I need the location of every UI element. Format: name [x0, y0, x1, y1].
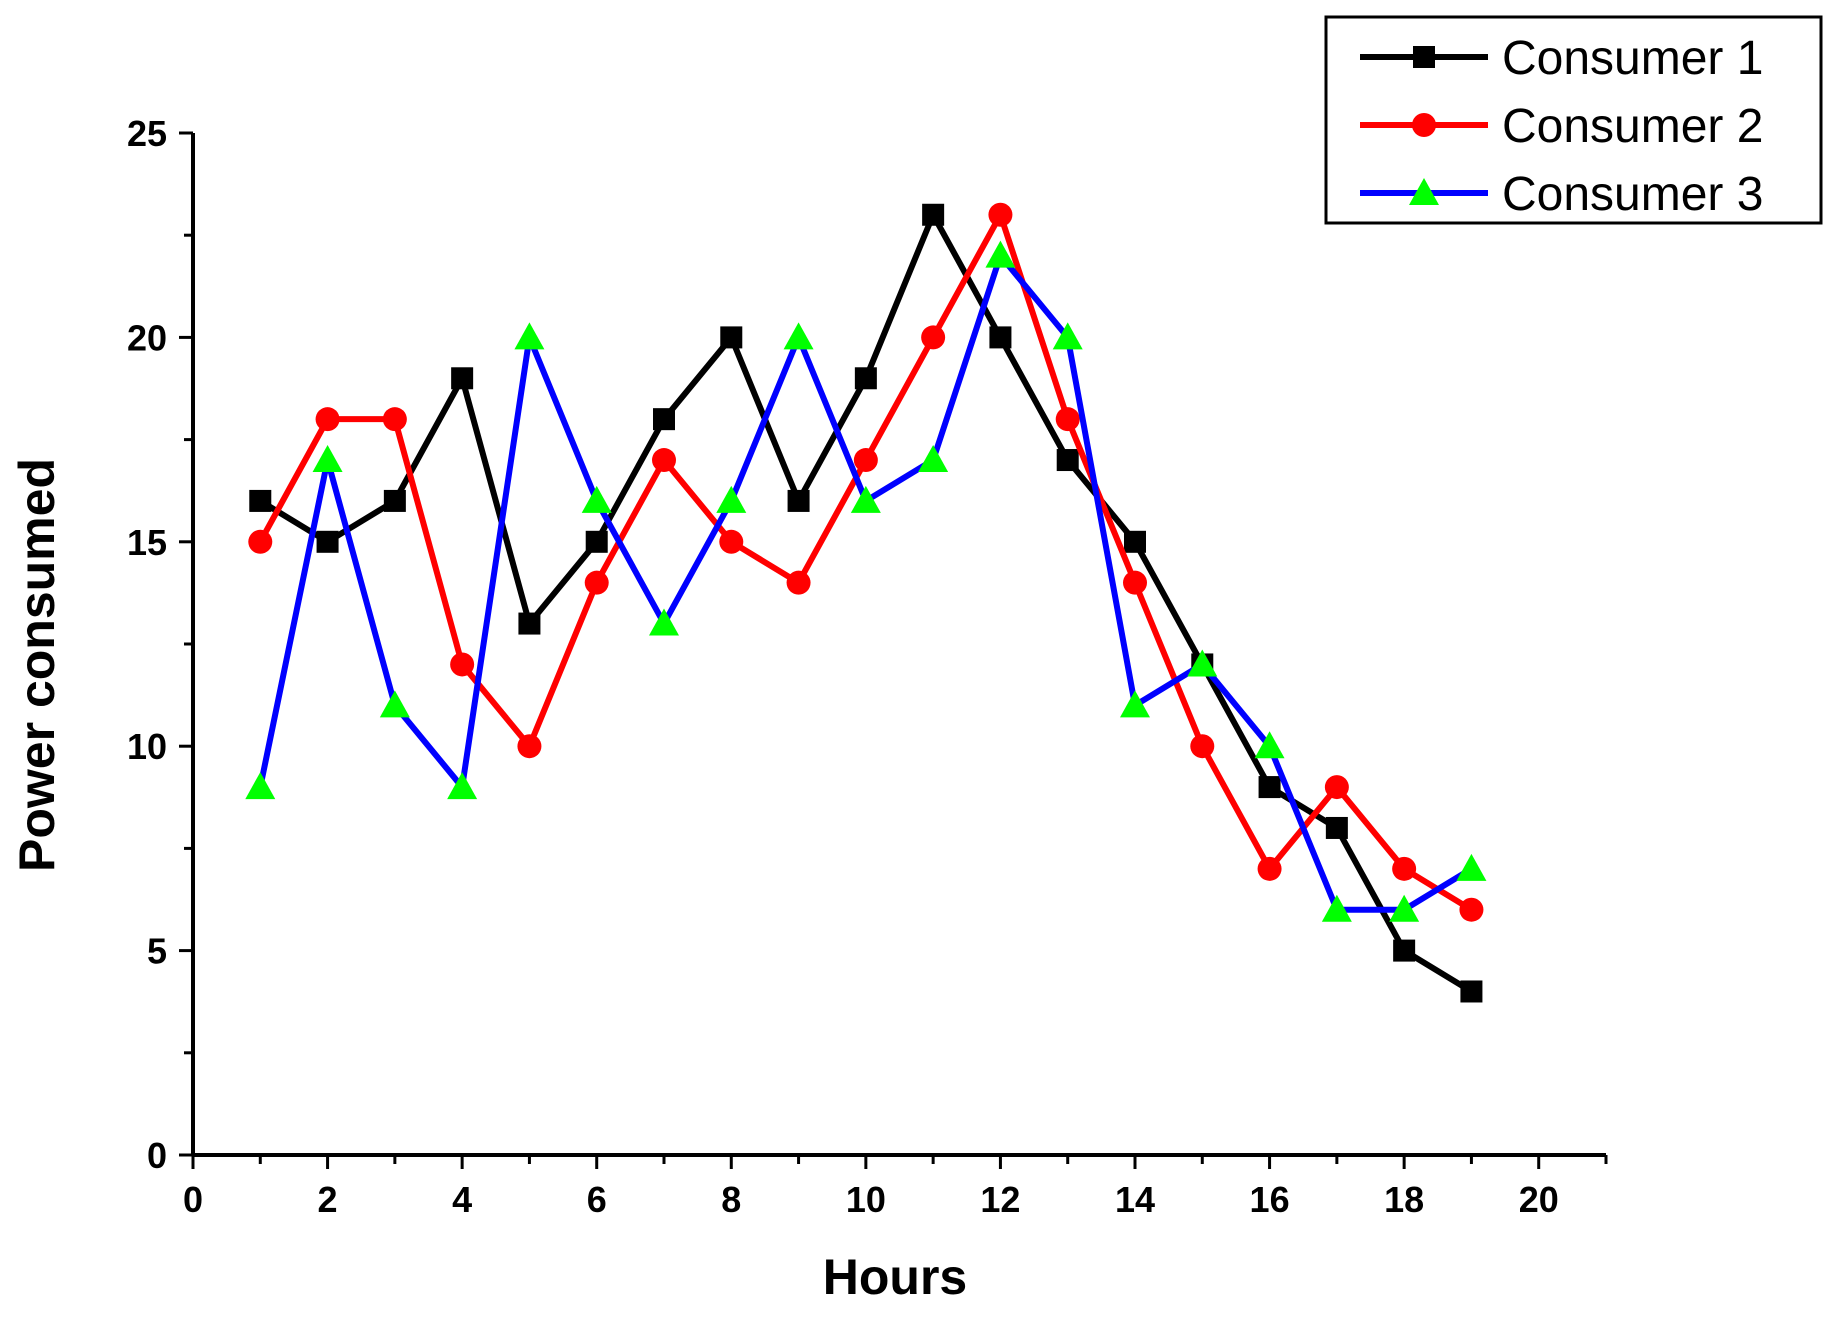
- data-point: [649, 608, 679, 636]
- legend-entry-3: Consumer 3: [1360, 168, 1763, 221]
- series-3: [245, 240, 1487, 922]
- data-point: [1460, 980, 1483, 1003]
- series-line: [258, 207, 1473, 995]
- x-tick-label: 12: [980, 1179, 1020, 1220]
- data-point: [1325, 816, 1348, 839]
- legend-marker: [1412, 113, 1436, 137]
- legend-entry-2: Consumer 2: [1360, 100, 1763, 153]
- x-tick-label: 6: [587, 1179, 607, 1220]
- data-point: [451, 367, 474, 390]
- data-point: [1124, 530, 1146, 553]
- data-point: [850, 485, 881, 513]
- data-point: [1055, 407, 1080, 432]
- data-point: [1257, 856, 1282, 881]
- data-point: [653, 408, 675, 431]
- data-point: [922, 203, 945, 226]
- data-point: [518, 612, 541, 635]
- data-point: [1258, 776, 1281, 799]
- data-point: [312, 445, 343, 473]
- data-point: [1120, 690, 1150, 718]
- x-tick-label: 18: [1384, 1179, 1424, 1220]
- data-point: [1393, 939, 1416, 962]
- data-point: [248, 529, 273, 554]
- data-point: [245, 772, 276, 800]
- x-tick-label: 2: [318, 1179, 338, 1220]
- axes: 0 2 4 6 8 10 12 14 16 18 20 0 5 10 15 20 25: [127, 113, 1608, 1220]
- data-point: [1321, 894, 1352, 922]
- data-point: [1187, 649, 1218, 677]
- data-point: [1389, 894, 1420, 922]
- data-point: [719, 529, 744, 554]
- data-point: [786, 570, 811, 595]
- data-point: [652, 448, 676, 473]
- x-tick-label: 8: [721, 1179, 741, 1220]
- data-point: [315, 407, 340, 432]
- data-point: [989, 326, 1012, 349]
- legend-box: [1324, 15, 1823, 225]
- data-point: [783, 322, 814, 350]
- data-point: [988, 202, 1013, 227]
- plot-area: [245, 202, 1487, 1003]
- data-point: [1392, 856, 1417, 881]
- series-line: [257, 207, 1473, 913]
- series-2: [248, 202, 1484, 922]
- data-point: [379, 690, 410, 718]
- x-tick-label: 4: [452, 1179, 472, 1220]
- y-tick-label: 25: [127, 113, 167, 154]
- data-point: [1190, 734, 1215, 759]
- legend-label: Consumer 2: [1502, 100, 1763, 153]
- data-point: [1123, 570, 1147, 595]
- legend-label: Consumer 3: [1502, 168, 1763, 221]
- data-point: [249, 489, 272, 512]
- data-point: [985, 240, 1016, 268]
- legend: Consumer 1 Consumer 2 Consumer 3: [1324, 15, 1823, 225]
- data-point: [383, 489, 406, 512]
- data-point: [1056, 449, 1079, 472]
- data-point: [1324, 775, 1349, 800]
- data-point: [1254, 731, 1285, 759]
- x-tick-label: 20: [1519, 1179, 1559, 1220]
- data-point: [716, 485, 747, 513]
- y-tick-label: 20: [127, 317, 167, 358]
- x-tick-label: 0: [183, 1179, 203, 1220]
- data-point: [853, 448, 878, 473]
- data-point: [1459, 897, 1484, 922]
- y-tick-label: 5: [147, 931, 167, 972]
- x-tick-label: 14: [1115, 1179, 1155, 1220]
- data-point: [854, 367, 877, 390]
- data-point: [720, 326, 743, 349]
- data-point: [450, 652, 475, 677]
- y-tick-label: 10: [127, 726, 167, 767]
- series-1: [249, 203, 1483, 1003]
- data-point: [447, 772, 478, 800]
- data-point: [581, 485, 612, 513]
- legend-marker: [1413, 46, 1435, 68]
- y-tick-label: 15: [127, 522, 167, 563]
- data-point: [787, 489, 810, 512]
- x-tick-label: 16: [1250, 1179, 1290, 1220]
- data-point: [1052, 322, 1083, 350]
- x-axis-title: Hours: [823, 1249, 967, 1305]
- data-point: [921, 325, 946, 350]
- y-axis-title: Power consumed: [9, 458, 65, 872]
- data-point: [918, 445, 949, 473]
- x-tick-label: 10: [846, 1179, 886, 1220]
- data-point: [514, 322, 545, 350]
- data-point: [517, 734, 542, 759]
- data-point: [585, 530, 608, 553]
- y-tick-label: 0: [147, 1135, 167, 1176]
- data-point: [316, 530, 339, 553]
- data-point: [382, 407, 407, 432]
- data-point: [584, 570, 609, 595]
- legend-label: Consumer 1: [1502, 32, 1763, 85]
- legend-marker: [1409, 178, 1439, 205]
- legend-entry-1: Consumer 1: [1360, 32, 1763, 85]
- data-point: [1456, 853, 1487, 881]
